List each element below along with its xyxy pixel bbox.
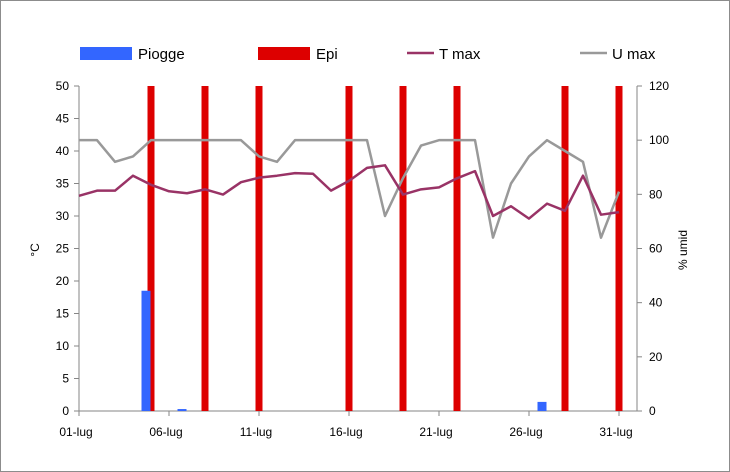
epi-bar <box>453 86 461 411</box>
legend-swatch-piogge <box>80 47 132 60</box>
x-tick-label: 11-lug <box>240 425 272 439</box>
epi-bar <box>147 86 155 411</box>
x-tick-label: 21-lug <box>419 425 452 439</box>
y-left-tick-label: 30 <box>56 209 70 223</box>
y-left-tick-label: 20 <box>56 274 70 288</box>
y-right-tick-label: 100 <box>649 133 669 147</box>
epi-bar <box>615 86 623 411</box>
epi-bar <box>399 86 407 411</box>
y-left-tick-label: 45 <box>56 112 70 126</box>
y-right-tick-label: 40 <box>649 296 663 310</box>
tmax-line <box>78 164 620 220</box>
legend-label-epi: Epi <box>316 46 338 63</box>
rain-bar <box>537 401 547 411</box>
rain-bars <box>141 290 547 411</box>
y-right-tick-label: 0 <box>649 404 656 418</box>
legend-label-piogge: Piogge <box>138 46 185 63</box>
epi-bars <box>147 86 623 411</box>
y-left-tick-label: 25 <box>56 242 70 256</box>
y-right-axis-title: % umid <box>676 230 690 270</box>
legend-label-umax: U max <box>612 46 656 63</box>
epi-bar <box>201 86 209 411</box>
rain-bar <box>177 409 187 411</box>
legend-label-tmax: T max <box>439 46 481 63</box>
y-left-tick-label: 40 <box>56 144 70 158</box>
epi-bar <box>345 86 353 411</box>
y-left-tick-label: 50 <box>56 79 70 93</box>
axes: 0 5 10 15 20 25 30 35 40 45 50 0 20 40 60 80 100 120 01-lu… <box>56 79 670 439</box>
y-right-tick-label: 20 <box>649 350 663 364</box>
y-right-tick-label: 60 <box>649 242 663 256</box>
y-left-tick-label: 35 <box>56 177 70 191</box>
epi-bar <box>255 86 263 411</box>
legend: Piogge Epi T max U max <box>80 46 656 63</box>
x-tick-label: 26-lug <box>509 425 542 439</box>
rain-bar <box>141 290 151 411</box>
y-left-axis-title: °C <box>28 243 42 257</box>
series-lines <box>78 138 621 239</box>
x-tick-label: 31-lug <box>599 425 632 439</box>
legend-swatch-epi <box>258 47 310 60</box>
x-tick-label: 01-lug <box>59 425 92 439</box>
umax-line <box>79 138 621 239</box>
y-left-tick-label: 0 <box>62 404 69 418</box>
x-tick-label: 06-lug <box>149 425 182 439</box>
y-right-tick-label: 120 <box>649 79 669 93</box>
y-left-tick-label: 10 <box>56 339 70 353</box>
y-left-tick-label: 5 <box>62 372 69 386</box>
y-right-tick-label: 80 <box>649 187 663 201</box>
x-tick-label: 16-lug <box>329 425 362 439</box>
epi-bar <box>561 86 569 411</box>
y-left-tick-label: 15 <box>56 307 70 321</box>
